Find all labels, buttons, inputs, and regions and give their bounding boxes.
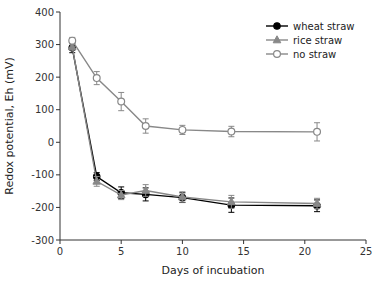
error-bar [143, 185, 149, 197]
error-bar [314, 198, 320, 208]
x-tick [366, 240, 367, 244]
x-tick-label: 20 [298, 246, 311, 257]
error-bar [94, 176, 100, 186]
error-bar [179, 192, 185, 202]
x-tick [121, 240, 122, 244]
x-tick [304, 240, 305, 244]
legend-label: no straw [293, 49, 336, 60]
series-line [72, 41, 317, 132]
point [142, 123, 149, 130]
y-tick-label: -100 [31, 169, 54, 180]
error-bar [118, 187, 124, 199]
x-axis-line [60, 240, 366, 241]
y-tick-label: 0 [48, 137, 54, 148]
series [69, 37, 321, 141]
error-bar [228, 198, 234, 212]
error-bar [179, 125, 185, 134]
series-line [72, 48, 317, 206]
point [93, 75, 100, 82]
legend-swatch-marker [273, 36, 281, 43]
legend-swatch-marker [274, 23, 280, 29]
point [313, 199, 321, 206]
axes: 0 5 10 15 20 25 -300 -200 -100 0 100 200 300 400 [31, 7, 372, 258]
point [179, 127, 186, 134]
point [117, 191, 125, 198]
x-tick-label: 5 [118, 246, 124, 257]
x-tick-label: 0 [57, 246, 63, 257]
x-tick-label: 25 [360, 246, 373, 257]
y-tick [56, 174, 60, 175]
x-tick [60, 240, 61, 244]
y-tick [56, 142, 60, 143]
error-bar [118, 92, 124, 110]
error-bar [118, 190, 124, 199]
error-bar [228, 195, 234, 208]
legend: wheat straw rice straw no straw [266, 21, 354, 60]
series [68, 43, 320, 209]
y-tick [56, 44, 60, 45]
y-tick-label: 100 [35, 104, 54, 115]
y-tick-label: 300 [35, 39, 54, 50]
point [179, 193, 187, 200]
point [142, 186, 150, 193]
x-tick [182, 240, 183, 244]
point [314, 128, 321, 135]
error-bar [179, 193, 185, 203]
y-tick [56, 12, 60, 13]
error-bar [143, 119, 149, 133]
x-tick-label: 10 [176, 246, 189, 257]
series [69, 43, 320, 212]
error-bar [314, 123, 320, 141]
data [68, 37, 320, 212]
error-bar [314, 200, 320, 212]
point [228, 128, 235, 135]
error-bar [69, 37, 75, 44]
y-tick-label: -200 [31, 202, 54, 213]
error-bar [94, 72, 100, 85]
x-axis-title: Days of incubation [162, 264, 265, 277]
y-tick [56, 207, 60, 208]
legend-label: wheat straw [293, 21, 354, 32]
point [228, 198, 236, 205]
y-tick-label: 200 [35, 72, 54, 83]
y-tick [56, 109, 60, 110]
error-bar [228, 126, 234, 136]
legend-swatch-marker [274, 51, 281, 58]
x-tick-label: 15 [237, 246, 250, 257]
y-tick [56, 77, 60, 78]
chart: 0 5 10 15 20 25 -300 -200 -100 0 100 200 300 400 Days … [0, 0, 380, 282]
y-tick-label: -300 [31, 235, 54, 246]
point [93, 177, 101, 184]
point [69, 37, 76, 44]
y-axis-line [60, 12, 61, 240]
y-axis-title: Redox potential, Eh (mV) [3, 57, 16, 194]
x-tick [243, 240, 244, 244]
y-tick-label: 400 [35, 7, 54, 18]
point [118, 98, 125, 105]
y-tick [56, 240, 60, 241]
legend-label: rice straw [293, 35, 342, 46]
series-line [72, 47, 317, 204]
